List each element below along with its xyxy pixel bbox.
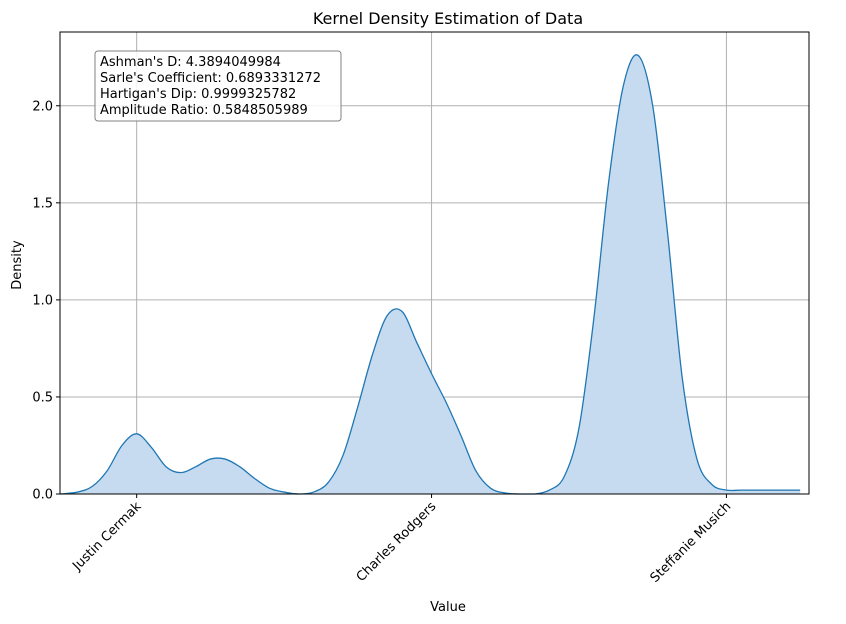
y-tick-label: 1.5 bbox=[32, 196, 53, 211]
y-tick-label: 2.0 bbox=[32, 99, 53, 114]
y-tick-label: 0.5 bbox=[32, 390, 53, 405]
y-axis-label: Density bbox=[10, 240, 25, 290]
stats-box: Ashman's D: 4.3894049984 Sarle's Coeffic… bbox=[94, 50, 342, 122]
x-ticks: Justin Cermak Charles Rodgers Steffanie Mu… bbox=[69, 494, 734, 586]
kde-fill-area bbox=[60, 54, 801, 495]
stats-box-frame bbox=[94, 50, 342, 122]
kde-curve bbox=[59, 54, 801, 495]
stats-sarles-coefficient: Sarle's Coefficient: 0.6893331272 bbox=[100, 71, 321, 86]
x-tick-label: Steffanie Musich bbox=[648, 499, 735, 586]
y-tick-label: 0.0 bbox=[32, 488, 53, 503]
stats-ashmans-d: Ashman's D: 4.3894049984 bbox=[100, 55, 281, 70]
y-ticks: 0.0 0.5 1.0 1.5 2.0 bbox=[32, 99, 60, 503]
x-tick-label: Charles Rodgers bbox=[354, 499, 440, 585]
stats-hartigans-dip: Hartigan's Dip: 0.9999325782 bbox=[100, 87, 296, 102]
chart-title: Kernel Density Estimation of Data bbox=[313, 9, 583, 28]
plot-frame bbox=[59, 31, 810, 495]
x-tick-label: Justin Cermak bbox=[69, 499, 144, 574]
y-tick-label: 1.0 bbox=[32, 293, 53, 308]
x-axis-label: Value bbox=[430, 600, 466, 615]
stats-amplitude-ratio: Amplitude Ratio: 0.5848505989 bbox=[100, 103, 308, 118]
